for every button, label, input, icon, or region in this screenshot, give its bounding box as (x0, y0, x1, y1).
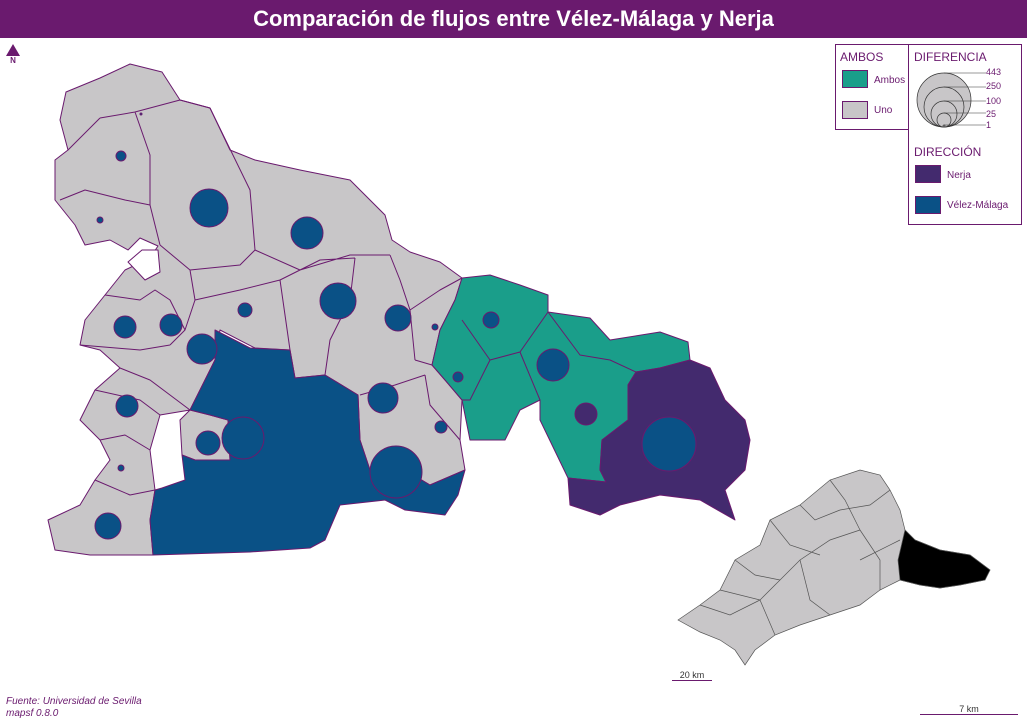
flow-circle (367, 382, 399, 414)
legend-label-ambos: Ambos (874, 75, 906, 86)
flow-circle (117, 464, 125, 472)
flow-circle (115, 150, 127, 162)
legend-swatch-ambos (842, 70, 868, 88)
flow-circle (94, 512, 122, 540)
flow-circle (290, 216, 324, 250)
legend-circle-1 (942, 124, 946, 128)
north-arrow-icon (6, 44, 20, 56)
legend-diferencia (908, 44, 1022, 225)
flow-circle (536, 348, 570, 382)
flow-circle (221, 416, 265, 460)
map-title-bar: Comparación de flujos entre Vélez-Málaga… (0, 0, 1027, 38)
inset-study-area (897, 529, 991, 589)
legend-label-nerja: Nerja (947, 170, 971, 181)
legend-label-velez: Vélez-Málaga (947, 200, 1009, 211)
legend-value-443: 443 (986, 67, 1002, 77)
map-title: Comparación de flujos entre Vélez-Málaga… (253, 6, 774, 31)
municipality-borders (59, 99, 463, 496)
credits-source: Fuente: Universidad de Sevilla (6, 696, 142, 707)
flow-circle (434, 420, 448, 434)
flow-circle (189, 188, 229, 228)
flow-circle (139, 112, 143, 116)
legend-swatch-nerja (915, 165, 941, 183)
flow-circle (574, 402, 598, 426)
legend-swatch-uno (842, 101, 868, 119)
flow-circle (384, 304, 412, 332)
flow-circle (431, 323, 439, 331)
legend-value-100: 100 (986, 96, 1002, 106)
non-included-area (127, 249, 161, 281)
flow-circle (159, 313, 183, 337)
flow-circle (195, 430, 221, 456)
flow-circle (96, 216, 104, 224)
flow-circle (319, 282, 357, 320)
credits-software: mapsf 0.8.0 (6, 708, 59, 719)
flow-circle (115, 394, 139, 418)
flow-circle (452, 371, 464, 383)
flow-circle (186, 333, 218, 365)
flow-circle (369, 445, 423, 499)
flow-circle (482, 311, 500, 329)
inset-map (677, 469, 991, 666)
legend-diferencia-title: DIFERENCIA (914, 50, 987, 64)
credits: Fuente: Universidad de Sevilla mapsf 0.8… (6, 696, 142, 720)
flow-circle (641, 416, 697, 472)
legend-swatch-velez (915, 196, 941, 214)
legend-direccion-title: DIRECCIÓN (914, 145, 982, 159)
north-arrow: N (6, 44, 20, 65)
legend-ambos-title: AMBOS (840, 50, 884, 64)
ambos-internal-borders (461, 311, 637, 401)
inset-borders (699, 479, 901, 636)
scalebar-main: 7 km (920, 704, 1018, 715)
flow-circle (113, 315, 137, 339)
flow-circle (237, 302, 253, 318)
legend-circle-sizes (916, 72, 986, 128)
north-label: N (10, 56, 16, 65)
legend-value-25: 25 (986, 109, 997, 119)
legend-value-1: 1 (986, 120, 992, 130)
legend-value-250: 250 (986, 81, 1002, 91)
choropleth-map (47, 63, 991, 666)
scalebar-inset: 20 km (672, 670, 712, 681)
legend-label-uno: Uno (874, 105, 893, 116)
